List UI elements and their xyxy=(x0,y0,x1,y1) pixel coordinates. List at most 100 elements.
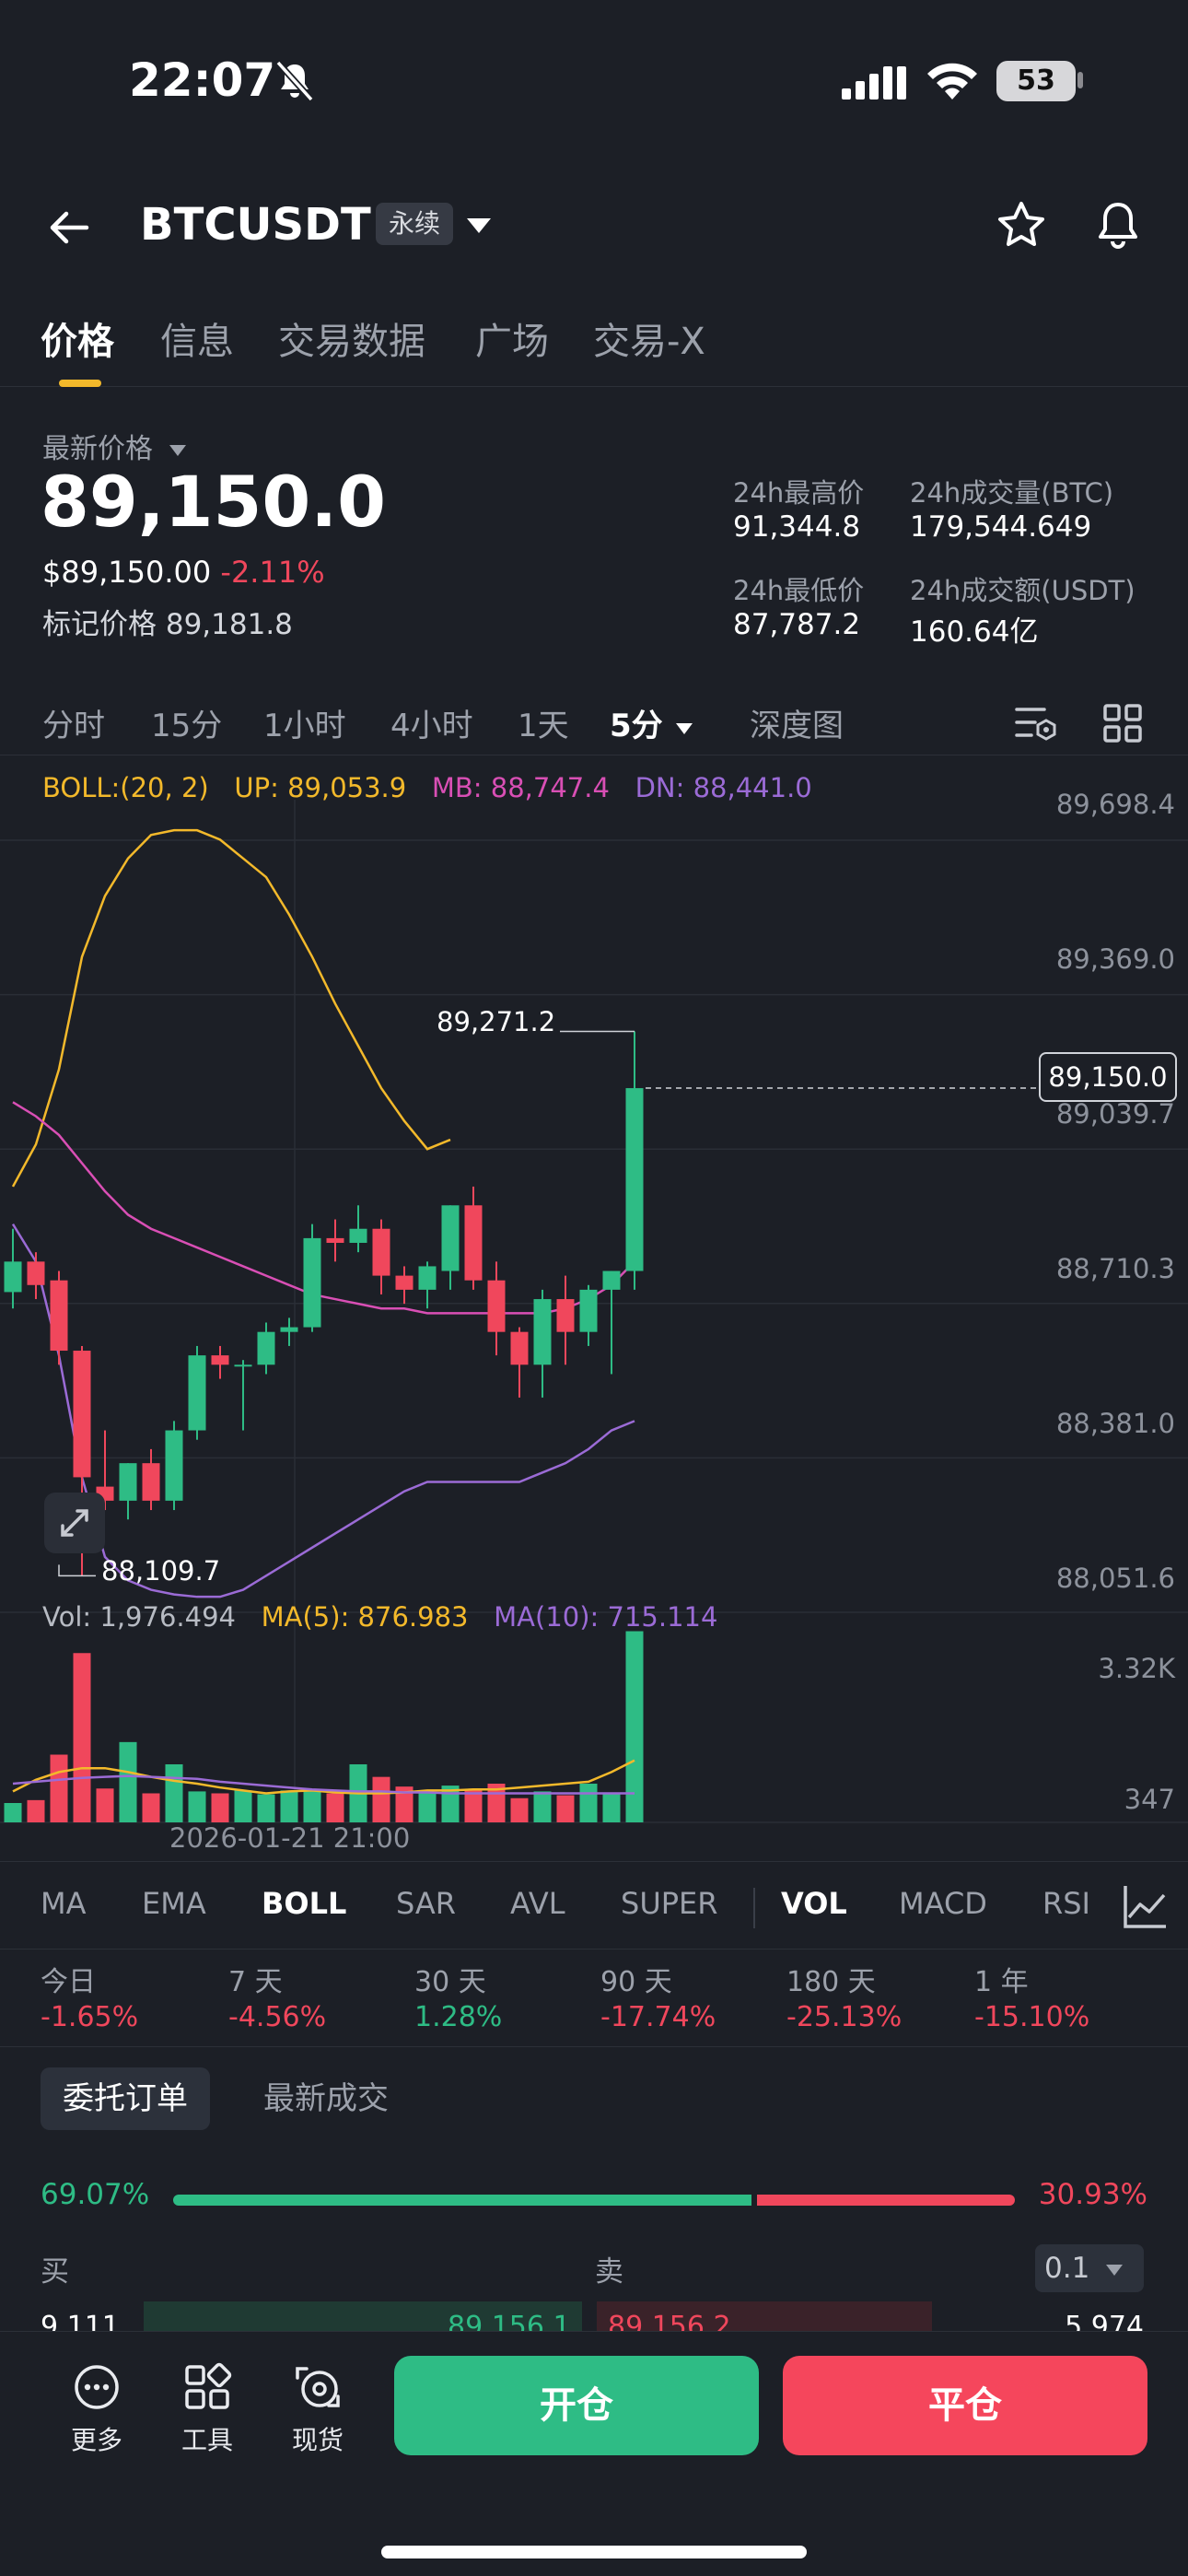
tab-square[interactable]: 广场 xyxy=(475,321,549,363)
indicator-sar[interactable]: SAR xyxy=(396,1886,457,1921)
alert-bell-icon[interactable] xyxy=(1092,199,1144,252)
tab-order-book[interactable]: 委托订单 xyxy=(41,2067,210,2130)
volume-bar xyxy=(303,1789,321,1822)
symbol-dropdown-icon[interactable] xyxy=(464,216,494,236)
indicator-rsi[interactable]: RSI xyxy=(1042,1886,1090,1921)
buy-ratio: 69.07% xyxy=(41,2178,150,2211)
tab-info[interactable]: 信息 xyxy=(160,321,234,363)
interval-timeline[interactable]: 分时 xyxy=(42,708,105,744)
candle xyxy=(73,1351,91,1478)
price-axis-label: 88,051.6 xyxy=(1055,1563,1175,1594)
symbol-title[interactable]: BTCUSDT xyxy=(140,199,371,251)
volume-bar xyxy=(165,1764,183,1822)
latest-price-label[interactable]: 最新价格 xyxy=(42,426,188,466)
price-step-select[interactable]: 0.1 xyxy=(1035,2244,1144,2292)
interval-4h[interactable]: 4小时 xyxy=(390,708,473,744)
indicator-boll[interactable]: BOLL xyxy=(262,1886,347,1921)
candle xyxy=(602,1270,621,1290)
volume-bar xyxy=(441,1786,460,1822)
buy-ratio-bar xyxy=(173,2195,752,2206)
battery-tip xyxy=(1077,72,1083,88)
tools-button[interactable]: 工具 xyxy=(166,2361,249,2457)
sell-ratio: 30.93% xyxy=(1038,2178,1147,2211)
indicator-ema[interactable]: EMA xyxy=(142,1886,206,1921)
boll-params: BOLL:(20, 2) xyxy=(42,772,209,803)
perf-value: -4.56% xyxy=(228,2001,327,2033)
volume-bar xyxy=(211,1793,229,1822)
vol-value: Vol: 1,976.494 xyxy=(42,1601,236,1633)
stat-value-volume: 179,544.649 xyxy=(910,510,1092,544)
candle xyxy=(395,1275,413,1290)
tab-price[interactable]: 价格 xyxy=(41,321,114,363)
candle xyxy=(372,1228,390,1276)
chart-settings-icon[interactable] xyxy=(1013,702,1059,744)
indicator-macd[interactable]: MACD xyxy=(899,1886,987,1921)
last-price: 89,150.0 xyxy=(41,461,387,543)
boll-up: UP: 89,053.9 xyxy=(234,772,407,803)
indicator-super[interactable]: SUPER xyxy=(621,1886,718,1921)
latest-price-label-text: 最新价格 xyxy=(42,433,153,465)
stat-label-low: 24h最低价 xyxy=(733,575,865,606)
sell-ratio-bar xyxy=(757,2195,1015,2206)
indicator-avl[interactable]: AVL xyxy=(510,1886,565,1921)
volume-bar xyxy=(234,1790,252,1822)
spot-exchange-icon xyxy=(296,2367,340,2407)
boll-dn: DN: 88,441.0 xyxy=(635,772,812,803)
vol-ma5: MA(5): 876.983 xyxy=(261,1601,469,1633)
tools-label: 工具 xyxy=(181,2425,233,2455)
kline-chart[interactable] xyxy=(0,763,1188,1850)
tools-grid-icon xyxy=(185,2362,232,2409)
volume-bar xyxy=(142,1793,160,1822)
mark-price: 89,181.8 xyxy=(165,608,293,641)
more-button[interactable]: 更多 xyxy=(55,2361,138,2457)
candles xyxy=(4,1030,1039,1577)
bottom-action-bar: 更多 工具 现货 开仓 平仓 xyxy=(0,2331,1188,2576)
interval-1d[interactable]: 1天 xyxy=(518,708,569,744)
low-marker-label: 88,109.7 xyxy=(101,1555,221,1587)
volume-bar xyxy=(27,1799,45,1822)
indicator-vol[interactable]: VOL xyxy=(781,1886,847,1921)
perf-label: 90 天 xyxy=(600,1966,672,1998)
spot-button[interactable]: 现货 xyxy=(276,2361,359,2457)
candle xyxy=(510,1331,529,1365)
interval-15m[interactable]: 15分 xyxy=(151,708,223,744)
performance-row: 今日 -1.65% 7 天 -4.56% 30 天 1.28% 90 天 -17… xyxy=(0,1950,1188,2047)
perf-value: -1.65% xyxy=(41,2001,139,2033)
candle xyxy=(533,1299,552,1365)
mark-price-line: 标记价格 89,181.8 xyxy=(42,601,293,642)
tab-recent-trades[interactable]: 最新成交 xyxy=(263,2080,389,2117)
interval-5m[interactable]: 5分 xyxy=(610,700,694,745)
home-indicator xyxy=(381,2546,807,2558)
high-marker-label: 89,271.2 xyxy=(437,1006,556,1037)
kline-chart-area[interactable]: BOLL:(20, 2) UP: 89,053.9 MB: 88,747.4 D… xyxy=(0,763,1188,1854)
close-position-button[interactable]: 平仓 xyxy=(783,2356,1147,2455)
tab-trading-data[interactable]: 交易数据 xyxy=(278,321,425,363)
volume-bar xyxy=(73,1653,91,1822)
fullscreen-button[interactable] xyxy=(44,1493,105,1553)
open-position-button[interactable]: 开仓 xyxy=(394,2356,759,2455)
perf-label: 7 天 xyxy=(228,1966,283,1998)
price-axis-label: 89,698.4 xyxy=(1055,789,1175,820)
back-arrow-icon[interactable] xyxy=(44,203,94,252)
volume-bar xyxy=(464,1789,483,1822)
interval-depth[interactable]: 深度图 xyxy=(750,708,844,744)
candle xyxy=(556,1299,575,1332)
perf-value: -17.74% xyxy=(600,2001,716,2033)
favorite-star-icon[interactable] xyxy=(995,199,1048,252)
indicator-settings-button[interactable] xyxy=(1101,1862,1188,1949)
contract-type-badge: 永续 xyxy=(376,203,454,245)
wifi-icon xyxy=(927,63,977,100)
layout-grid-icon[interactable] xyxy=(1101,702,1144,744)
spot-label: 现货 xyxy=(291,2425,344,2455)
interval-1h[interactable]: 1小时 xyxy=(263,708,346,744)
indicator-ma[interactable]: MA xyxy=(41,1886,87,1921)
volume-ma-lines xyxy=(12,1759,635,1795)
perf-label: 30 天 xyxy=(414,1966,486,1998)
indicator-tabs: MA EMA BOLL SAR AVL SUPER VOL MACD RSI xyxy=(0,1861,1188,1950)
tab-trade-x[interactable]: 交易-X xyxy=(593,321,705,363)
candle xyxy=(234,1364,252,1367)
volume-bar xyxy=(510,1797,529,1822)
volume-bar xyxy=(533,1791,552,1822)
buy-sell-ratio: 69.07% 30.93% xyxy=(0,2174,1188,2220)
usd-price-line: $89,150.00 -2.11% xyxy=(42,555,325,590)
